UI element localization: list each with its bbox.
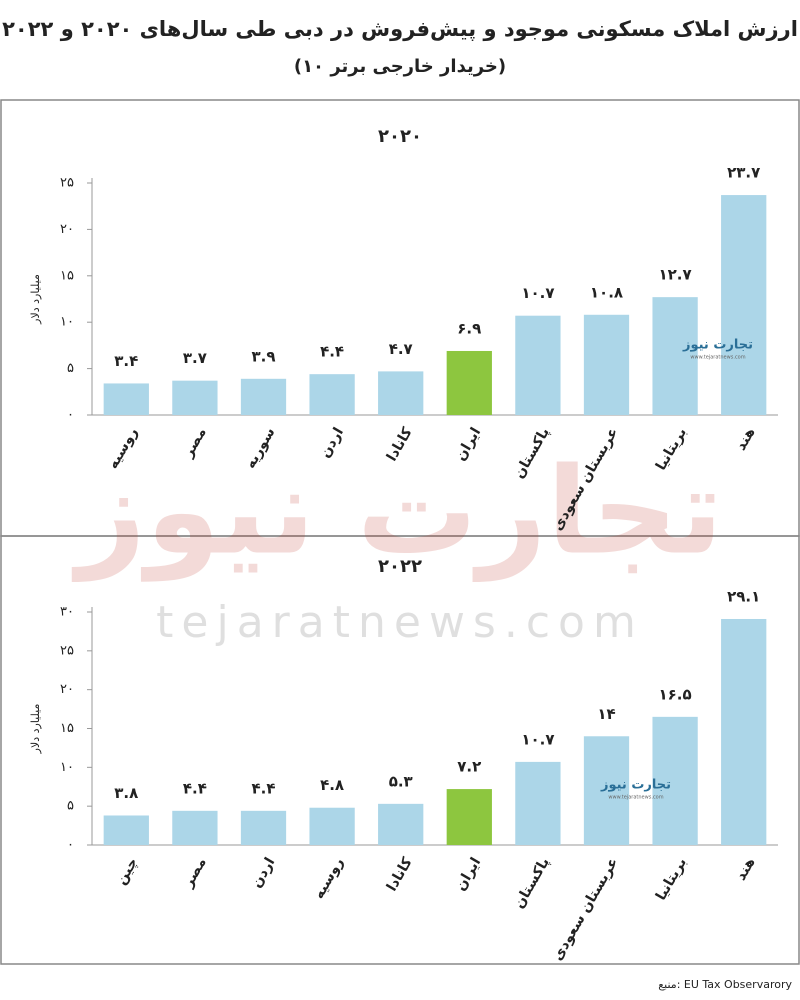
value-label: ۳.۴ xyxy=(114,352,138,370)
value-label: ۲۹.۱ xyxy=(727,587,760,605)
bar xyxy=(721,195,767,415)
bar xyxy=(309,374,355,415)
bar xyxy=(103,815,149,845)
y-tick-label: ۵ xyxy=(67,799,74,814)
bar xyxy=(309,807,355,845)
y-axis-label: میلیارد دلار xyxy=(29,704,42,755)
y-tick-label: ۱۵ xyxy=(60,721,74,736)
chart-title: ۲۰۲۰ xyxy=(378,126,422,147)
value-label: ۱۰.۷ xyxy=(521,284,554,302)
value-label: ۳.۹ xyxy=(251,347,275,365)
value-label: ۴.۷ xyxy=(389,340,413,358)
panel-border xyxy=(0,535,800,965)
value-label: ۲۳.۷ xyxy=(727,164,760,182)
bar xyxy=(515,761,561,845)
value-label: ۱۰.۷ xyxy=(521,730,554,748)
value-label: ۷.۲ xyxy=(457,758,481,776)
bar xyxy=(378,803,424,845)
value-label: ۴.۴ xyxy=(183,779,207,797)
value-label: ۱۲.۷ xyxy=(659,266,692,284)
bar xyxy=(583,736,630,845)
y-tick-label: ۱۰ xyxy=(60,315,74,330)
y-tick-label: ۱۰ xyxy=(60,760,74,775)
watermark-url: tejaratnews.com xyxy=(156,597,644,648)
value-label: ۴.۸ xyxy=(320,776,344,794)
bar xyxy=(172,380,218,415)
bar xyxy=(446,789,492,845)
value-label: ۱۴ xyxy=(597,705,615,723)
bar xyxy=(378,371,424,415)
y-axis-label: میلیارد دلار xyxy=(29,274,42,325)
bar xyxy=(652,297,698,415)
logo-url: www.tejaratnews.com xyxy=(690,355,745,361)
value-label: ۵.۳ xyxy=(389,772,413,790)
watermark-brand: تجارت نیوز xyxy=(72,443,723,582)
bar xyxy=(446,350,492,415)
source: منبع: EU Tax Observarory xyxy=(658,978,792,991)
value-label: ۶.۹ xyxy=(457,319,481,337)
bar xyxy=(172,810,218,845)
logo-name: تجارت نیوز xyxy=(682,338,753,353)
y-tick-label: ۰ xyxy=(67,838,74,853)
y-tick-label: ۵ xyxy=(67,361,74,376)
y-tick-label: ۰ xyxy=(67,408,74,423)
value-label: ۴.۴ xyxy=(251,779,275,797)
bar xyxy=(652,716,698,845)
bar xyxy=(240,378,287,415)
watermark: تجارت نیوز tejaratnews.com xyxy=(72,443,723,648)
bar xyxy=(721,618,767,845)
logo-url: www.tejaratnews.com xyxy=(608,795,663,801)
page-subtitle: (۱۰ خریدار خارجی برتر) xyxy=(294,56,506,77)
page-title: ارزش املاک مسکونی موجود و پیش‌فروش در دب… xyxy=(2,17,798,41)
y-tick-label: ۲۰ xyxy=(60,222,74,237)
y-tick-label: ۱۵ xyxy=(60,268,74,283)
value-label: ۳.۷ xyxy=(183,349,207,367)
y-tick-label: ۲۰ xyxy=(60,682,74,697)
logo-name: تجارت نیوز xyxy=(600,778,671,793)
y-tick-label: ۲۵ xyxy=(60,643,74,658)
bar xyxy=(103,383,149,415)
bar xyxy=(515,315,561,415)
value-label: ۱۶.۵ xyxy=(659,685,692,703)
y-tick-label: ۲۵ xyxy=(60,176,74,191)
chart-title: ۲۰۲۲ xyxy=(378,556,422,577)
value-label: ۳.۸ xyxy=(114,784,138,802)
bar xyxy=(583,314,630,415)
value-label: ۴.۴ xyxy=(320,343,344,361)
bar xyxy=(240,810,287,845)
y-tick-label: ۳۰ xyxy=(60,605,74,620)
value-label: ۱۰.۸ xyxy=(590,283,623,301)
